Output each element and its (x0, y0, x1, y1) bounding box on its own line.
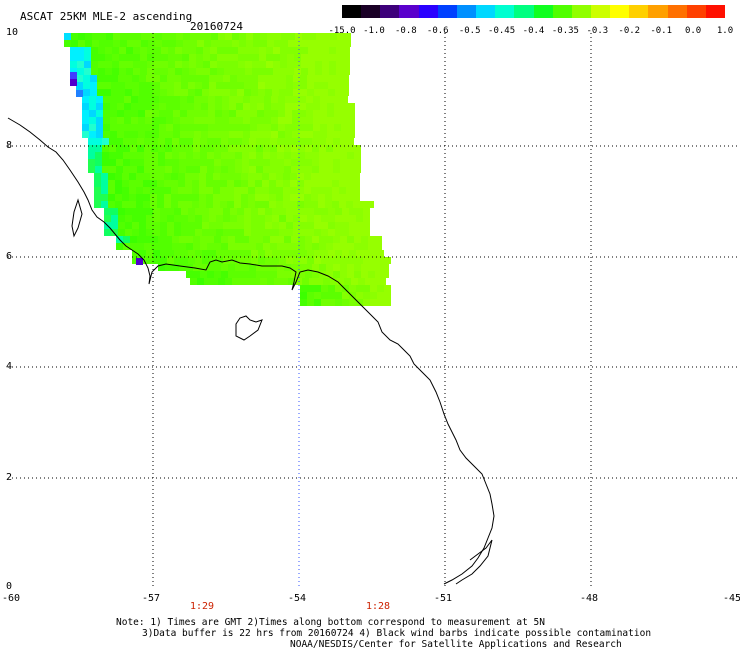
colorbar-label: 0.0 (684, 26, 702, 36)
colorbar-cell (380, 5, 400, 18)
time-label-2: 1:28 (366, 601, 391, 612)
colorbar-cell (648, 5, 669, 18)
coast-delta (455, 539, 493, 585)
colorbar-cell (610, 5, 630, 18)
colorbar-cell (686, 5, 707, 18)
lon-label-54: -54 (288, 593, 307, 604)
note-line-3: NOAA/NESDIS/Center for Satellite Applica… (290, 639, 622, 650)
colorbar-label: 1.0 (716, 26, 734, 36)
wind-swath (64, 33, 391, 306)
lon-label-48: -48 (580, 593, 599, 604)
colorbar-cell (705, 5, 726, 18)
lon-label-57: -57 (142, 593, 161, 604)
colorbar-label: -1.0 (363, 26, 385, 36)
colorbar-label: -0.35 (551, 26, 579, 36)
colorbar-cell (456, 5, 477, 18)
map-title: ASCAT 25KM MLE-2 ascending (20, 10, 193, 23)
lat-label-10: 10 (6, 27, 19, 38)
note-line-2: 3)Data buffer is 22 hrs from 20160724 4)… (142, 628, 652, 639)
colorbar-label: -0.1 (650, 26, 672, 36)
lon-label-51: -51 (434, 593, 453, 604)
lon-label-60: -60 (2, 593, 21, 604)
colorbar-cell (552, 5, 573, 18)
colorbar-cell (629, 5, 649, 18)
colorbar-cell (571, 5, 592, 18)
colorbar-label: -0.2 (618, 26, 641, 36)
colorbar-label: -0.3 (586, 26, 609, 36)
colorbar: -15.0 -1.0 -0.8 -0.6 -0.5 -0.45 -0.4 -0.35 -0.3-… (328, 0, 733, 40)
lat-lon-grid (8, 33, 737, 588)
note-line-1: Note: 1) Times are GMT 2)Times along bot… (116, 617, 545, 628)
map-date: 20160724 (190, 20, 243, 33)
island (235, 315, 263, 341)
lat-label-2: 2 (6, 472, 13, 483)
colorbar-label: -0.45 (488, 26, 516, 36)
colorbar-cell (667, 5, 688, 18)
colorbar-cell (514, 5, 534, 18)
colorbar-label: -0.5 (458, 26, 481, 36)
coast-inlet-west (71, 198, 83, 238)
lat-label-6: 6 (6, 251, 13, 262)
lon-label-45: -45 (723, 593, 740, 604)
time-label-1: 1:29 (190, 601, 215, 612)
coastline (7, 117, 495, 585)
lat-label-4: 4 (6, 361, 13, 372)
colorbar-label: -15.0 (328, 26, 356, 36)
colorbar-cell (590, 5, 611, 18)
colorbar-cell (437, 5, 458, 18)
colorbar-label: -0.8 (394, 26, 417, 36)
lat-label-8: 8 (6, 140, 13, 151)
colorbar-label: -0.4 (522, 26, 545, 36)
colorbar-cell (361, 5, 381, 18)
colorbar-cell (533, 5, 554, 18)
colorbar-cell (399, 5, 420, 18)
colorbar-cell (418, 5, 439, 18)
lat-label-0: 0 (6, 581, 13, 592)
colorbar-cell (476, 5, 496, 18)
colorbar-cell (342, 5, 362, 18)
colorbar-label: -0.6 (426, 26, 449, 36)
colorbar-cell (495, 5, 515, 18)
